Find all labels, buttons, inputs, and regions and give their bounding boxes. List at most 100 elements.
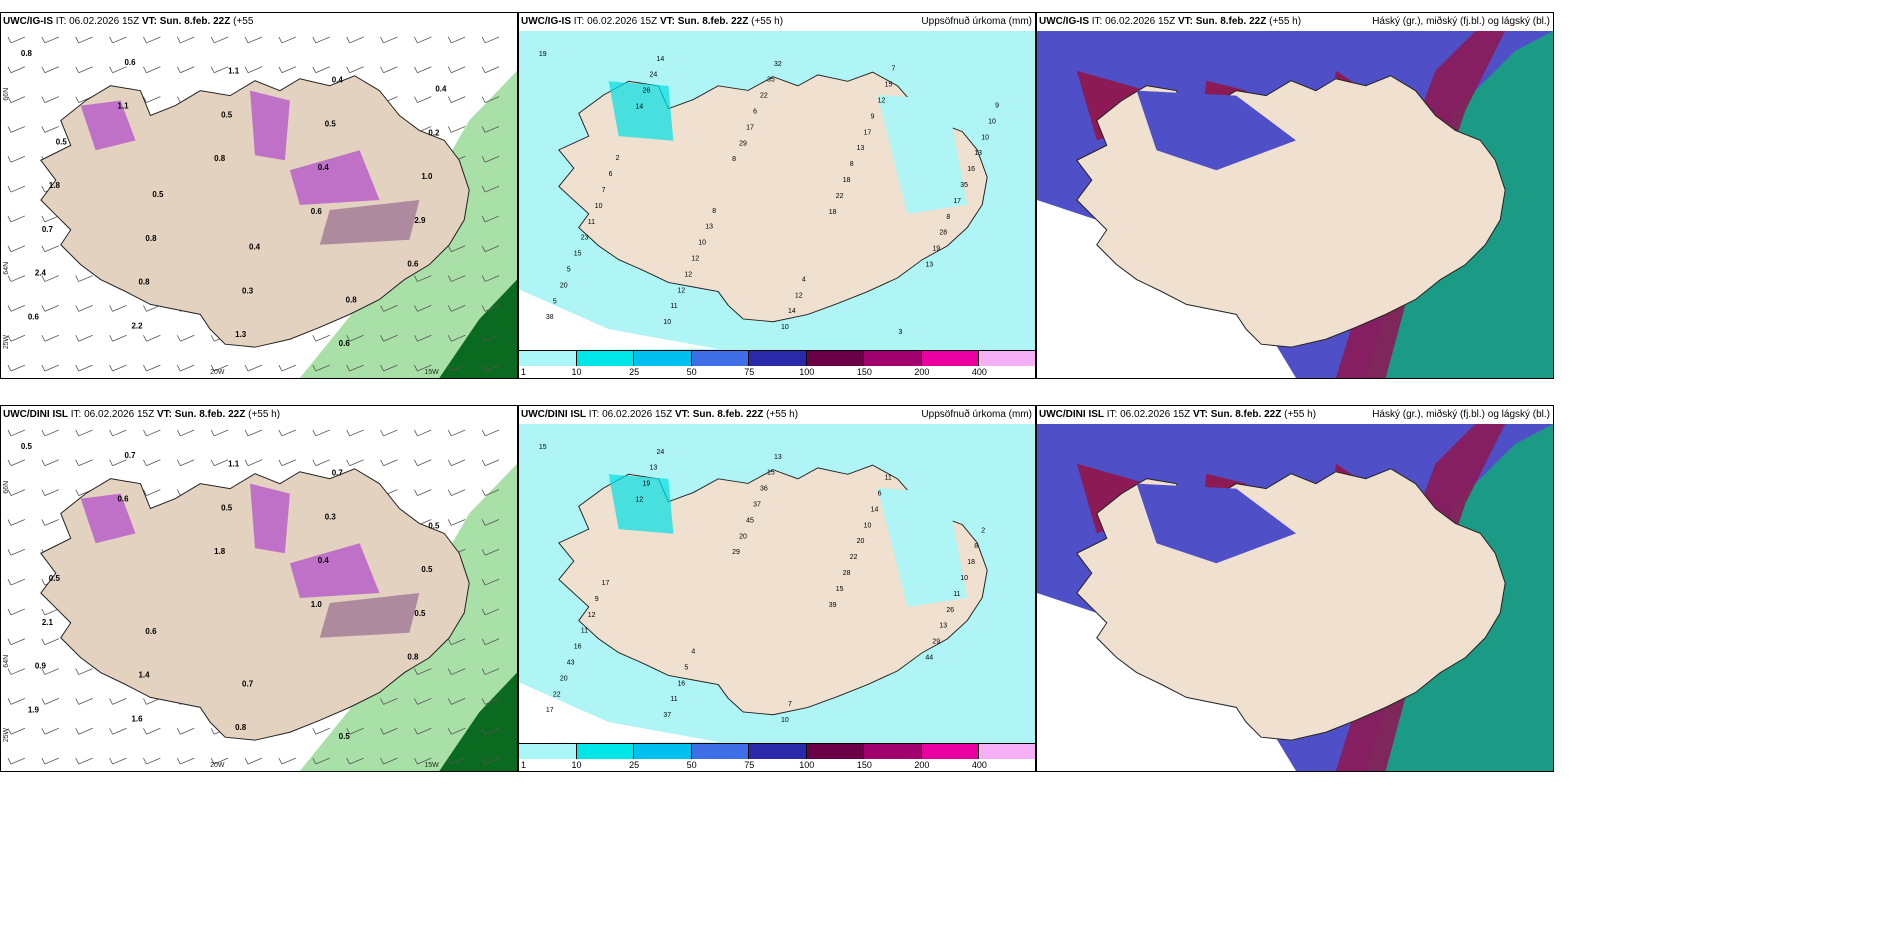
map-area[interactable] xyxy=(1037,424,1553,771)
precip-patch-west xyxy=(80,493,136,544)
wind-barb xyxy=(312,36,330,44)
value-label: 26 xyxy=(946,607,954,614)
wind-barb xyxy=(109,727,127,735)
lon-label: 15W xyxy=(424,369,439,376)
map-area[interactable]: 0.5 0.6 1.8 1.0 0.8 1.9 0.7 0.5 0.4 0.5 0.9 1.6 1.1 0… xyxy=(1,424,517,771)
accum-patch-west xyxy=(608,81,674,141)
init-label: IT: xyxy=(1091,16,1106,27)
wind-barb xyxy=(481,429,500,437)
precip-patch-center xyxy=(289,150,380,205)
panel-header: UWC/IG-IS IT: 06.02.2026 15Z VT: Sun. 8.… xyxy=(1,13,517,31)
wind-barb xyxy=(481,66,500,74)
valid-time: Sun. 8.feb. 22Z xyxy=(1210,409,1282,420)
value-label: 22 xyxy=(553,691,561,698)
value-label: 10 xyxy=(864,522,872,529)
value-label: 24 xyxy=(656,449,664,456)
wind-barb xyxy=(176,757,195,765)
value-label: 5 xyxy=(553,298,557,305)
wind-barb xyxy=(414,36,432,44)
value-label: 20 xyxy=(857,538,865,545)
low-cloud-over-land xyxy=(1136,483,1296,564)
value-label: 0.5 xyxy=(49,574,61,583)
model-title: UWC/DINI ISL xyxy=(521,409,586,420)
wind-barb xyxy=(7,215,26,223)
colorbar-swatch xyxy=(806,350,865,366)
wind-barb xyxy=(481,459,500,467)
value-label: 10 xyxy=(595,203,603,210)
value-label: 37 xyxy=(753,501,761,508)
colorbar-label: 10 xyxy=(571,367,582,377)
value-label: 0.7 xyxy=(42,225,54,234)
value-label: 20 xyxy=(739,533,747,540)
value-label: 1.0 xyxy=(421,172,433,181)
accum-patch-west xyxy=(608,474,674,534)
wind-barb xyxy=(109,459,127,467)
lon-label: 20W xyxy=(210,762,225,769)
value-label: 0.7 xyxy=(242,679,254,688)
vt-label: VT: xyxy=(1177,16,1193,27)
init-time: 06.02.2026 15Z xyxy=(1105,16,1176,27)
value-label: 12 xyxy=(691,256,699,263)
wind-barb xyxy=(447,96,466,103)
init-time: 06.02.2026 15Z xyxy=(69,16,140,27)
value-label: 12 xyxy=(677,287,685,294)
value-label: 2.9 xyxy=(414,216,426,225)
value-label: 9 xyxy=(871,113,875,120)
map-area[interactable]: 19 14 8 18 13 38 26 29 22 19 5 24 17 18 28 20 14 6 8 8 5 10 22… xyxy=(519,31,1035,350)
wind-barb xyxy=(380,36,398,44)
value-label: 29 xyxy=(732,549,740,556)
wind-barb xyxy=(7,245,26,253)
dry-area xyxy=(519,289,719,350)
value-label: 16 xyxy=(967,166,975,173)
wind-barb xyxy=(109,698,127,705)
colorbar-label: 25 xyxy=(629,367,640,377)
value-label: 0.5 xyxy=(221,111,233,120)
map-area[interactable]: 15 12 29 39 44 17 19 20 15 29 22 13 45 28 13 20 24 37 22 26… xyxy=(519,424,1035,743)
panel-header: UWC/IG-IS IT: 06.02.2026 15Z VT: Sun. 8.… xyxy=(519,13,1035,31)
wind-barb xyxy=(481,489,500,496)
lead-time: (+55 h) xyxy=(1284,409,1317,420)
value-label: 0.8 xyxy=(235,723,247,732)
value-label: 38 xyxy=(546,314,554,321)
value-label: 0.6 xyxy=(339,339,351,348)
value-label: 26 xyxy=(643,88,651,95)
wind-barb xyxy=(481,578,500,586)
wind-barb xyxy=(41,334,59,342)
wind-barb xyxy=(481,215,500,223)
value-label: 11 xyxy=(581,628,588,635)
value-label: 15 xyxy=(539,444,547,451)
wind-barb xyxy=(346,429,364,437)
value-label: 1.3 xyxy=(235,330,247,339)
value-label: 45 xyxy=(746,517,754,524)
wind-barb xyxy=(447,668,466,675)
vt-label: VT: xyxy=(659,16,675,27)
wind-barb xyxy=(447,429,466,437)
wind-barb xyxy=(346,459,364,467)
panel-dini-clouds: UWC/DINI ISL IT: 06.02.2026 15Z VT: Sun.… xyxy=(1036,405,1554,772)
wind-barb xyxy=(414,364,432,372)
value-label: 8 xyxy=(732,156,736,163)
colorbar-label: 100 xyxy=(799,760,815,770)
wind-barb xyxy=(447,66,466,74)
precip-patch-south xyxy=(319,200,420,245)
colorbar-swatch xyxy=(864,350,922,366)
wind-barb xyxy=(75,727,93,735)
colorbar-label: 400 xyxy=(971,367,987,377)
value-label: 3 xyxy=(899,329,903,336)
map-area[interactable]: 0.8 1.1 0.8 0.6 0.6 0.6 0.6 0.5 0.4 2.9 2.4 2.2 1.1 0… xyxy=(1,31,517,378)
precip-patch-south xyxy=(319,593,420,638)
wind-barb xyxy=(414,334,432,342)
wind-barb xyxy=(481,727,500,735)
panel-ig-is-clouds: UWC/IG-IS IT: 06.02.2026 15Z VT: Sun. 8.… xyxy=(1036,12,1554,379)
wind-barb xyxy=(414,489,432,496)
value-label: 11 xyxy=(953,591,960,598)
value-label: 4 xyxy=(802,276,806,283)
value-label: 0.5 xyxy=(21,442,33,451)
init-label: IT: xyxy=(55,16,70,27)
colorbar-label: 1 xyxy=(521,367,527,377)
wind-barb xyxy=(41,275,59,282)
map-area[interactable] xyxy=(1037,31,1553,378)
colorbar-label: 10 xyxy=(571,760,582,770)
value-label: 15 xyxy=(836,586,844,593)
wind-barb xyxy=(346,66,364,74)
